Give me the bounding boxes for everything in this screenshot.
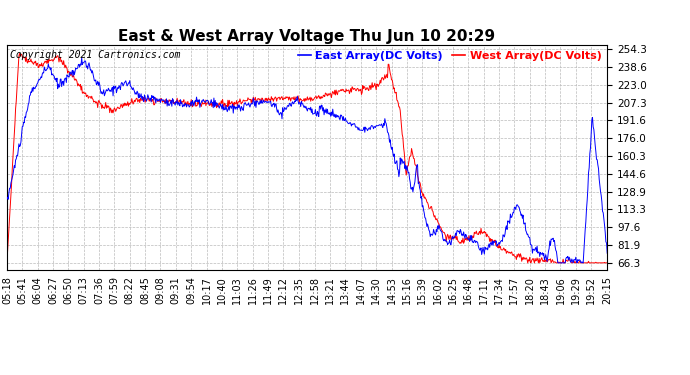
Title: East & West Array Voltage Thu Jun 10 20:29: East & West Array Voltage Thu Jun 10 20:…	[119, 29, 495, 44]
Legend: East Array(DC Volts), West Array(DC Volts): East Array(DC Volts), West Array(DC Volt…	[297, 51, 602, 60]
Text: Copyright 2021 Cartronics.com: Copyright 2021 Cartronics.com	[10, 50, 180, 60]
